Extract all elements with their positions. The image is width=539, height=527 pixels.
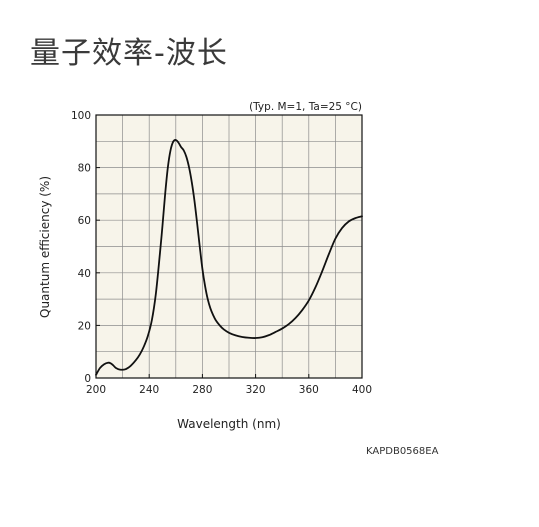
x-tick-label: 360 bbox=[299, 384, 319, 396]
x-tick-label: 400 bbox=[352, 384, 372, 396]
y-tick-label: 0 bbox=[84, 373, 91, 385]
grid-lines bbox=[96, 115, 362, 378]
series-line bbox=[95, 139, 363, 376]
page-title: 量子效率-波长 bbox=[30, 36, 228, 71]
y-tick-label: 100 bbox=[71, 110, 91, 122]
document-code: KAPDB0568EA bbox=[366, 446, 439, 457]
x-tick-label: 240 bbox=[139, 384, 159, 396]
y-tick-labels: 0 20 40 60 80 100 bbox=[71, 110, 91, 385]
tick-marks bbox=[95, 114, 363, 379]
x-tick-label: 280 bbox=[192, 384, 212, 396]
x-tick-label: 320 bbox=[246, 384, 266, 396]
conditions-annotation: (Typ. M=1, Ta=25 °C) bbox=[249, 101, 362, 113]
x-tick-labels: 200 240 280 320 360 400 bbox=[86, 384, 372, 396]
y-tick-label: 80 bbox=[78, 163, 91, 175]
plot-frame bbox=[95, 114, 363, 379]
y-tick-label: 20 bbox=[78, 320, 91, 332]
y-tick-label: 40 bbox=[78, 268, 91, 280]
y-tick-label: 60 bbox=[78, 215, 91, 227]
x-tick-label: 200 bbox=[86, 384, 106, 396]
x-axis-label: Wavelength (nm) bbox=[177, 417, 281, 431]
y-axis-label: Quantum efficiency (%) bbox=[38, 176, 52, 318]
